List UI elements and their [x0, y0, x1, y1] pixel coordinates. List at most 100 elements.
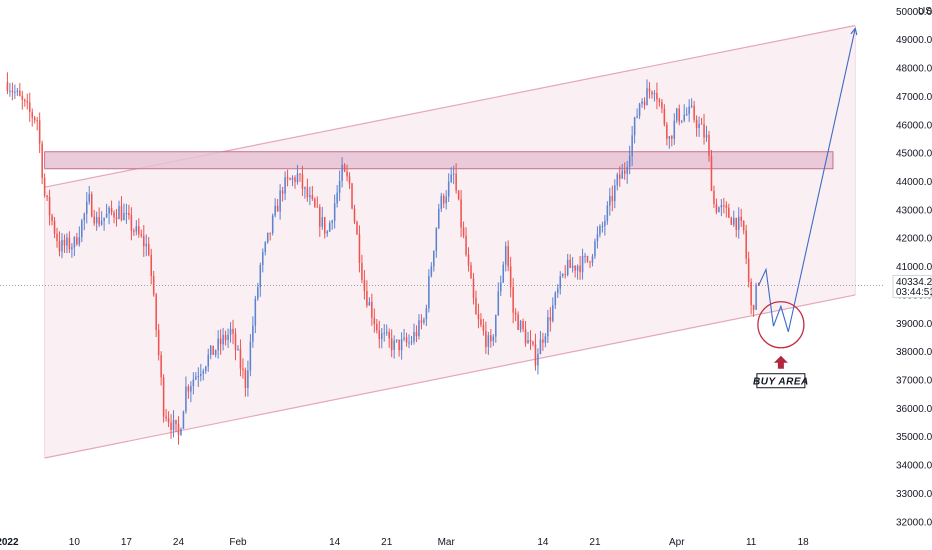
- candle-body: [227, 334, 229, 341]
- candle-body: [343, 164, 346, 172]
- candle-body: [666, 124, 668, 139]
- candle-body: [445, 196, 447, 204]
- candle-body: [21, 95, 24, 100]
- candle-body: [76, 237, 78, 245]
- candle-body: [504, 246, 507, 265]
- candle-body: [68, 237, 71, 250]
- x-tick-label: Apr: [669, 537, 685, 548]
- candle-body: [279, 190, 281, 212]
- candle-body: [651, 91, 653, 95]
- candle-body: [301, 174, 304, 189]
- y-tick-label: 43000.00: [896, 205, 932, 216]
- candle-body: [413, 332, 415, 342]
- candle-body: [472, 278, 475, 298]
- candle-body: [487, 335, 490, 347]
- candle-body: [490, 335, 492, 342]
- candle-body: [693, 105, 695, 120]
- candle-body: [247, 370, 249, 389]
- x-tick-label: Feb: [229, 537, 247, 548]
- candle-body: [51, 215, 53, 221]
- candle-body: [581, 255, 584, 273]
- candle-body: [423, 319, 425, 323]
- candle-body: [745, 230, 747, 259]
- candle-body: [380, 333, 383, 339]
- buy-area-arrow-icon: [773, 355, 788, 369]
- candle-body: [177, 423, 180, 435]
- candle-body: [167, 418, 170, 423]
- candle-body: [306, 187, 309, 198]
- currency-label: USD: [918, 6, 932, 17]
- candle-body: [217, 338, 219, 351]
- candle-body: [482, 324, 485, 331]
- candle-body: [742, 220, 745, 231]
- candle-body: [110, 207, 113, 213]
- candle-body: [328, 222, 331, 232]
- candle-body: [311, 195, 314, 199]
- candle-body: [618, 174, 621, 179]
- candle-body: [371, 301, 373, 318]
- candle-body: [333, 203, 336, 221]
- candle-body: [646, 88, 648, 105]
- candle-body: [383, 332, 386, 334]
- candle-body: [19, 90, 21, 96]
- candle-body: [264, 242, 267, 253]
- candle-body: [185, 386, 187, 412]
- candle-body: [606, 205, 609, 221]
- candle-body: [351, 183, 353, 209]
- candle-body: [368, 301, 371, 306]
- candle-body: [38, 120, 41, 144]
- candle-body: [152, 276, 155, 295]
- candle-body: [517, 314, 519, 330]
- candle-body: [728, 207, 730, 218]
- candle-body: [373, 317, 376, 324]
- candle-body: [385, 332, 388, 334]
- candle-body: [507, 246, 509, 267]
- candle-body: [522, 321, 524, 330]
- buy-area-circle: [757, 301, 805, 349]
- candle-body: [733, 217, 735, 225]
- candle-body: [73, 237, 76, 248]
- x-tick-label: 24: [173, 537, 185, 548]
- candle-body: [321, 217, 324, 227]
- candle-body: [656, 93, 658, 100]
- candle-body: [271, 215, 274, 234]
- last-price-tag-box: [892, 274, 932, 298]
- candle-body: [747, 258, 750, 282]
- candle-body: [363, 279, 366, 291]
- candle-body: [165, 416, 167, 419]
- candle-body: [544, 336, 547, 343]
- y-tick-label: 38000.00: [896, 347, 932, 358]
- candle-body: [53, 220, 56, 234]
- candle-body: [123, 213, 125, 221]
- x-tick-label: 11: [746, 537, 757, 548]
- candle-body: [601, 226, 604, 228]
- candle-body: [249, 341, 252, 371]
- candle-body: [428, 276, 430, 309]
- candle-body: [172, 419, 175, 431]
- candle-body: [566, 259, 569, 275]
- candle-body: [485, 330, 487, 347]
- candle-body: [440, 195, 443, 209]
- candle-body: [299, 173, 301, 175]
- candle-body: [11, 90, 14, 93]
- candle-body: [41, 143, 43, 178]
- candle-body: [725, 205, 728, 208]
- candle-body: [319, 207, 321, 227]
- candle-body: [393, 340, 395, 351]
- candle-body: [175, 419, 177, 424]
- resistance-zone-box: [44, 151, 834, 170]
- candle-body: [61, 239, 63, 252]
- candle-body: [589, 261, 591, 263]
- candle-body: [28, 102, 31, 113]
- candle-body: [492, 336, 495, 342]
- candle-body: [703, 124, 705, 138]
- candle-body: [361, 263, 363, 280]
- candle-body: [715, 203, 718, 213]
- candle-body: [663, 108, 666, 125]
- candle-body: [616, 174, 619, 186]
- candle-body: [346, 171, 348, 177]
- candle-body: [9, 90, 11, 92]
- candle-body: [71, 247, 73, 250]
- candle-body: [596, 234, 599, 242]
